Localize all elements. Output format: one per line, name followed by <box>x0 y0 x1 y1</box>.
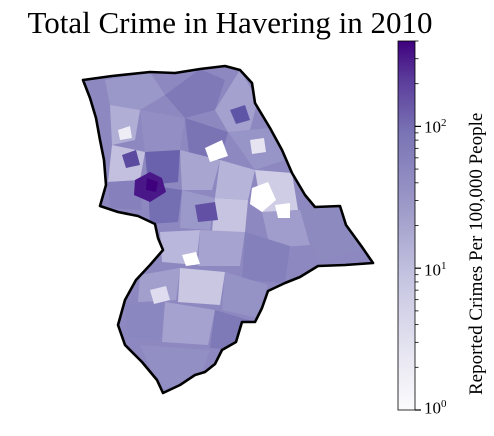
colorbar-tick-label-100: 102 <box>424 117 447 137</box>
high-crime-patches <box>122 105 250 222</box>
colorbar-ticks <box>415 40 421 411</box>
colorbar-gradient <box>398 41 415 410</box>
colorbar-label: Reported Crimes Per 100,000 People <box>466 112 487 395</box>
colorbar-tick-label-10: 101 <box>424 260 447 280</box>
colorbar-tick-label-1: 100 <box>424 398 447 418</box>
low-crime-patches <box>118 126 290 304</box>
chart-title: Total Crime in Havering in 2010 <box>27 5 433 40</box>
